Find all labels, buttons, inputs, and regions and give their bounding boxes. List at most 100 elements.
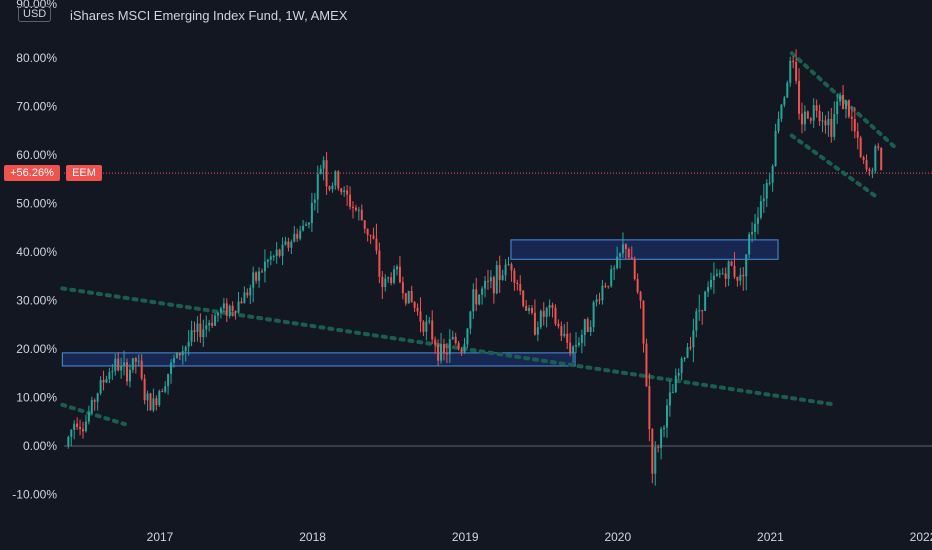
candle-body [818, 110, 821, 122]
candle-body [316, 174, 319, 200]
y-tick-label: 80.00% [16, 51, 57, 65]
candle-body [707, 287, 710, 292]
candle-body [146, 393, 149, 401]
candle-body [137, 360, 140, 362]
candle-body [701, 310, 704, 312]
candle-body [440, 344, 443, 361]
candle-body [572, 346, 575, 353]
candle-body [252, 272, 255, 288]
candle-body [126, 362, 129, 382]
candle-body [663, 427, 666, 429]
candle-body [730, 261, 733, 266]
candle-body [178, 352, 181, 356]
candle-body [862, 157, 865, 161]
candle-body [196, 323, 199, 332]
y-tick-label: -10.00% [12, 488, 57, 502]
candle-body [269, 256, 272, 260]
candle-body [733, 265, 736, 277]
candle-body [598, 299, 601, 301]
candle-body [850, 116, 853, 119]
candle-body [261, 271, 264, 273]
candle-body [630, 257, 633, 260]
candle-body [751, 232, 754, 235]
candle-body [633, 259, 636, 280]
y-axis[interactable]: 80.00% 70.00% 60.00% 50.00% 40.00% 30.00% 20.0… [12, 0, 57, 502]
candle-body [208, 322, 211, 326]
candle-body [654, 447, 657, 474]
candle-body [214, 315, 217, 326]
candle-body [372, 235, 375, 239]
candle-body [554, 307, 557, 324]
candle-body [812, 105, 815, 121]
candle-body [175, 352, 178, 359]
candle-body [128, 369, 131, 382]
candle-body [577, 342, 580, 346]
candle-body [167, 373, 170, 387]
candle-body [768, 182, 771, 184]
candle-body [718, 273, 721, 275]
candle-body [448, 339, 451, 355]
candle-body [475, 289, 478, 305]
candle-body [507, 264, 510, 266]
candle-body [437, 344, 440, 361]
candle-body [745, 254, 748, 277]
candle-body [425, 321, 428, 332]
candle-body [466, 328, 469, 345]
x-axis[interactable]: 2017 2018 2019 2020 2021 2022 [147, 530, 932, 544]
candle-body [665, 405, 668, 428]
candle-body [114, 358, 117, 372]
candle-body [469, 311, 472, 329]
candle-body [492, 277, 495, 294]
candle-body [140, 360, 143, 379]
candle-body [404, 293, 407, 304]
candle-body [621, 244, 624, 254]
candle-body [710, 279, 713, 288]
candle-body [296, 233, 299, 239]
candle-body [642, 300, 645, 344]
x-tick-label: 2022 [910, 530, 932, 544]
candle-body [90, 400, 93, 413]
trendlines-layer [60, 51, 898, 427]
candle-body [859, 137, 862, 158]
candle-body [798, 80, 801, 114]
candle-body [428, 320, 431, 322]
candle-body [865, 160, 868, 170]
candle-body [463, 344, 466, 353]
candle-body [589, 326, 592, 332]
candle-body [79, 426, 82, 430]
candle-body [73, 423, 76, 430]
candle-body [780, 104, 783, 119]
x-tick-label: 2019 [452, 530, 479, 544]
candle-body [302, 225, 305, 231]
candle-body [495, 265, 498, 294]
candle-body [800, 113, 803, 125]
currency-button[interactable]: USD [18, 6, 52, 22]
candle-body [539, 311, 542, 328]
candle-body [824, 120, 827, 126]
candle-body [164, 386, 167, 392]
candle-body [354, 207, 357, 211]
candle-body [181, 351, 184, 356]
candle-body [660, 428, 663, 448]
candle-body [842, 94, 845, 110]
candle-body [821, 120, 824, 122]
candle-body [243, 292, 246, 304]
candle-body [310, 202, 313, 224]
candle-body [510, 264, 513, 271]
candle-body [343, 190, 346, 193]
candle-body [545, 308, 548, 317]
candle-body [689, 347, 692, 349]
candle-body [683, 357, 686, 359]
candle-body [712, 275, 715, 280]
candle-body [551, 305, 554, 308]
y-tick-label: 20.00% [16, 342, 57, 356]
candle-body [234, 310, 237, 313]
candle-body [686, 347, 689, 358]
candle-body [111, 371, 114, 373]
candle-body [442, 344, 445, 353]
candle-body [704, 291, 707, 311]
candle-body [287, 241, 290, 248]
candle-body [563, 333, 566, 336]
candle-body [384, 278, 387, 288]
